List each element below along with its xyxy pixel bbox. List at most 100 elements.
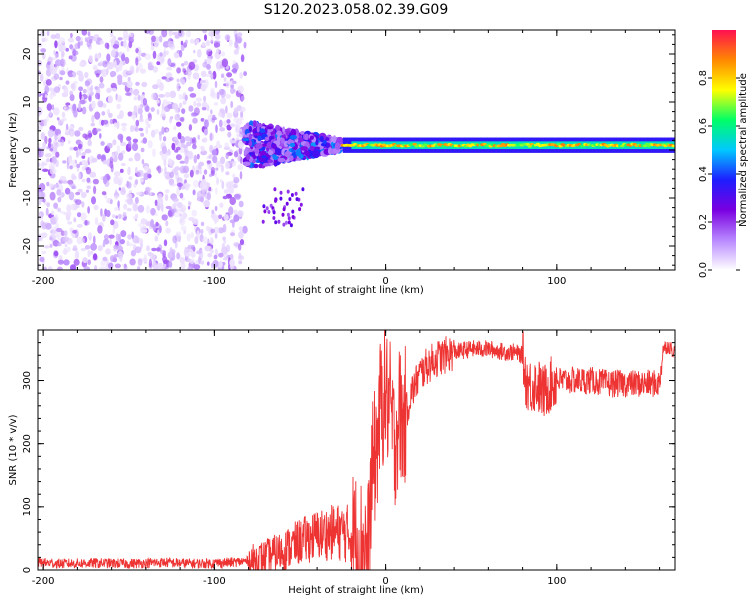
- heatmap-cell: [178, 50, 183, 58]
- heatmap-cell: [217, 227, 225, 234]
- heatmap-cell: [197, 134, 200, 140]
- heatmap-cell: [304, 133, 309, 141]
- heatmap-cell: [221, 51, 225, 57]
- heatmap-cell: [192, 144, 197, 150]
- heatmap-cell: [157, 197, 164, 206]
- heatmap-cell: [161, 266, 166, 270]
- heatmap-cell: [222, 223, 227, 233]
- heatmap-cell: [106, 142, 113, 149]
- heatmap-cell: [109, 118, 113, 125]
- heatmap-cell: [97, 153, 102, 160]
- heatmap-cell: [64, 243, 68, 248]
- heatmap-cell: [151, 35, 157, 42]
- heatmap-cell: [277, 157, 286, 163]
- heatmap-cell: [291, 209, 295, 214]
- heatmap-cell: [136, 62, 143, 72]
- heatmap-cell: [201, 187, 205, 197]
- heatmap-cell: [47, 142, 52, 149]
- heatmap-cell: [117, 133, 124, 141]
- heatmap-cell: [119, 255, 123, 262]
- heatmap-cell: [144, 53, 152, 60]
- heatmap-cell: [133, 96, 138, 101]
- heatmap-cell: [192, 72, 200, 80]
- heatmap-cell: [238, 200, 244, 208]
- heatmap-cell: [219, 108, 225, 115]
- heatmap-cell: [69, 165, 73, 170]
- heatmap-cell: [130, 249, 136, 257]
- heatmap-cell: [150, 107, 155, 112]
- heatmap-cell: [146, 245, 150, 252]
- heatmap-cell: [210, 73, 214, 80]
- heatmap-cell: [228, 206, 234, 216]
- heatmap-cell: [42, 141, 46, 150]
- heatmap-cell: [71, 50, 79, 56]
- heatmap-cell: [79, 61, 86, 68]
- heatmap-cell: [220, 96, 227, 105]
- heatmap-cell: [224, 34, 231, 41]
- heatmap-cell: [122, 263, 125, 267]
- heatmap-cell: [67, 156, 72, 165]
- heatmap-cell: [96, 128, 102, 132]
- heatmap-cell: [233, 214, 240, 222]
- heatmap-cell: [103, 234, 109, 240]
- heatmap-cell: [140, 229, 148, 233]
- y-tick-label: 10: [22, 96, 33, 109]
- heatmap-cell: [202, 137, 208, 143]
- heatmap-cell: [78, 150, 82, 156]
- heatmap-cell: [279, 190, 283, 195]
- heatmap-cell: [143, 30, 151, 34]
- heatmap-cell: [199, 80, 203, 84]
- heatmap-cell: [106, 53, 111, 62]
- heatmap-cell: [193, 49, 196, 54]
- heatmap-cell: [185, 70, 192, 76]
- heatmap-cell: [214, 232, 218, 239]
- heatmap-cell: [179, 216, 184, 224]
- heatmap-cell: [232, 183, 238, 189]
- heatmap-cell: [68, 55, 73, 60]
- heatmap-cell: [152, 50, 157, 60]
- snr-series-line: [38, 330, 675, 570]
- heatmap-cell: [262, 162, 271, 167]
- heatmap-cell: [134, 196, 139, 204]
- heatmap-cell: [184, 155, 189, 165]
- y-tick-label: -10: [22, 190, 33, 206]
- heatmap-cell: [184, 94, 188, 101]
- heatmap-cell: [93, 66, 98, 71]
- heatmap-cell: [147, 113, 152, 121]
- heatmap-cell: [214, 42, 221, 48]
- heatmap-cell: [285, 201, 289, 206]
- heatmap-cell: [120, 162, 126, 167]
- heatmap-cell: [44, 153, 52, 158]
- heatmap-cell: [257, 135, 262, 142]
- heatmap-cell: [124, 56, 130, 65]
- heatmap-cell: [188, 216, 195, 221]
- heatmap-cell: [111, 152, 115, 159]
- heatmap-cell: [237, 210, 244, 218]
- heatmap-cell: [195, 250, 203, 255]
- heatmap-cell: [285, 131, 290, 136]
- heatmap-cell: [206, 245, 212, 252]
- heatmap-cell: [75, 35, 81, 42]
- heatmap-cell: [127, 166, 131, 176]
- heatmap-cell: [200, 228, 204, 235]
- heatmap-cell: [98, 266, 106, 270]
- heatmap-cell: [94, 86, 99, 90]
- heatmap-cell: [169, 171, 175, 179]
- heatmap-cell: [119, 168, 124, 173]
- heatmap-cell: [86, 85, 90, 93]
- heatmap-cell: [200, 221, 205, 227]
- heatmap-cell: [134, 246, 142, 254]
- heatmap-cell: [111, 39, 114, 48]
- heatmap-cell: [248, 126, 252, 133]
- heatmap-cell: [38, 143, 41, 147]
- heatmap-cell: [176, 82, 181, 92]
- heatmap-cell: [225, 152, 229, 160]
- heatmap-cell: [64, 187, 71, 195]
- heatmap-cell: [204, 34, 207, 41]
- heatmap-cell: [220, 73, 225, 79]
- heatmap-cell: [126, 70, 134, 74]
- heatmap-cell: [42, 198, 46, 203]
- heatmap-cell: [102, 242, 106, 248]
- heatmap-cell: [165, 227, 171, 234]
